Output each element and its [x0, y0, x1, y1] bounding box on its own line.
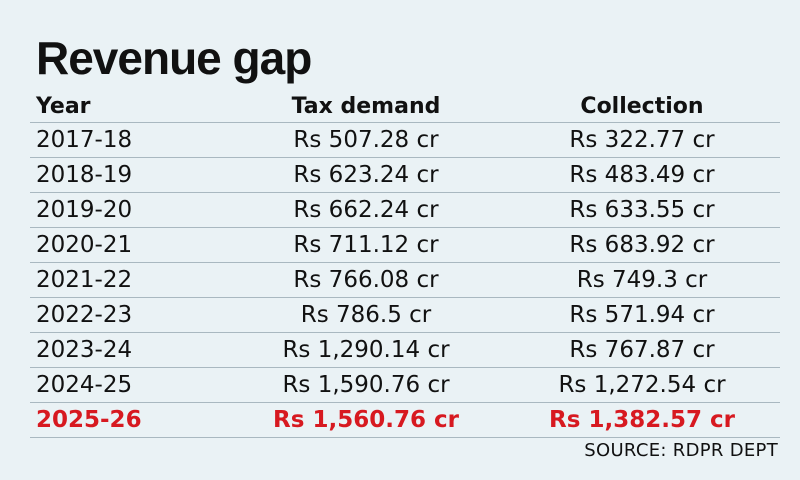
year-cell: 2025-26 — [36, 407, 142, 433]
collection-cell: Rs 483.49 cr — [569, 162, 715, 188]
table-row: 2024-25 Rs 1,590.76 cr Rs 1,272.54 cr — [30, 368, 780, 403]
table-row: 2022-23 Rs 786.5 cr Rs 571.94 cr — [30, 298, 780, 333]
table-row: 2025-26 Rs 1,560.76 cr Rs 1,382.57 cr — [30, 403, 780, 438]
revenue-table: Year Tax demand Collection 2017-18 Rs 507… — [30, 90, 780, 438]
table-body: 2017-18 Rs 507.28 cr Rs 322.77 cr 2018-19 Rs… — [30, 123, 780, 438]
tax-demand-cell: Rs 1,590.76 cr — [282, 372, 450, 398]
tax-demand-cell: Rs 786.5 cr — [300, 302, 432, 328]
collection-cell: Rs 322.77 cr — [569, 127, 715, 153]
source-note: SOURCE: RDPR DEPT — [584, 440, 778, 461]
year-cell: 2018-19 — [36, 162, 133, 188]
header-tax-demand: Tax demand — [291, 93, 441, 119]
collection-cell: Rs 749.3 cr — [576, 267, 708, 293]
tax-demand-cell: Rs 711.12 cr — [293, 232, 439, 258]
tax-demand-cell: Rs 623.24 cr — [293, 162, 439, 188]
year-cell: 2021-22 — [36, 267, 133, 293]
table-row: 2020-21 Rs 711.12 cr Rs 683.92 cr — [30, 228, 780, 263]
table-row: 2019-20 Rs 662.24 cr Rs 633.55 cr — [30, 193, 780, 228]
year-cell: 2023-24 — [36, 337, 133, 363]
tax-demand-cell: Rs 662.24 cr — [293, 197, 439, 223]
year-cell: 2024-25 — [36, 372, 133, 398]
year-cell: 2019-20 — [36, 197, 133, 223]
collection-cell: Rs 767.87 cr — [569, 337, 715, 363]
table-row: 2023-24 Rs 1,290.14 cr Rs 767.87 cr — [30, 333, 780, 368]
table-row: 2018-19 Rs 623.24 cr Rs 483.49 cr — [30, 158, 780, 193]
header-year: Year — [36, 93, 91, 119]
collection-cell: Rs 1,382.57 cr — [549, 407, 735, 433]
tax-demand-cell: Rs 766.08 cr — [293, 267, 439, 293]
table-header-row: Year Tax demand Collection — [30, 90, 780, 123]
year-cell: 2022-23 — [36, 302, 133, 328]
header-collection: Collection — [580, 93, 704, 119]
tax-demand-cell: Rs 507.28 cr — [293, 127, 439, 153]
year-cell: 2017-18 — [36, 127, 133, 153]
tax-demand-cell: Rs 1,560.76 cr — [273, 407, 459, 433]
table-row: 2017-18 Rs 507.28 cr Rs 322.77 cr — [30, 123, 780, 158]
collection-cell: Rs 683.92 cr — [569, 232, 715, 258]
collection-cell: Rs 633.55 cr — [569, 197, 715, 223]
chart-title: Revenue gap — [36, 32, 312, 84]
collection-cell: Rs 571.94 cr — [569, 302, 715, 328]
collection-cell: Rs 1,272.54 cr — [558, 372, 726, 398]
table-row: 2021-22 Rs 766.08 cr Rs 749.3 cr — [30, 263, 780, 298]
year-cell: 2020-21 — [36, 232, 133, 258]
tax-demand-cell: Rs 1,290.14 cr — [282, 337, 450, 363]
